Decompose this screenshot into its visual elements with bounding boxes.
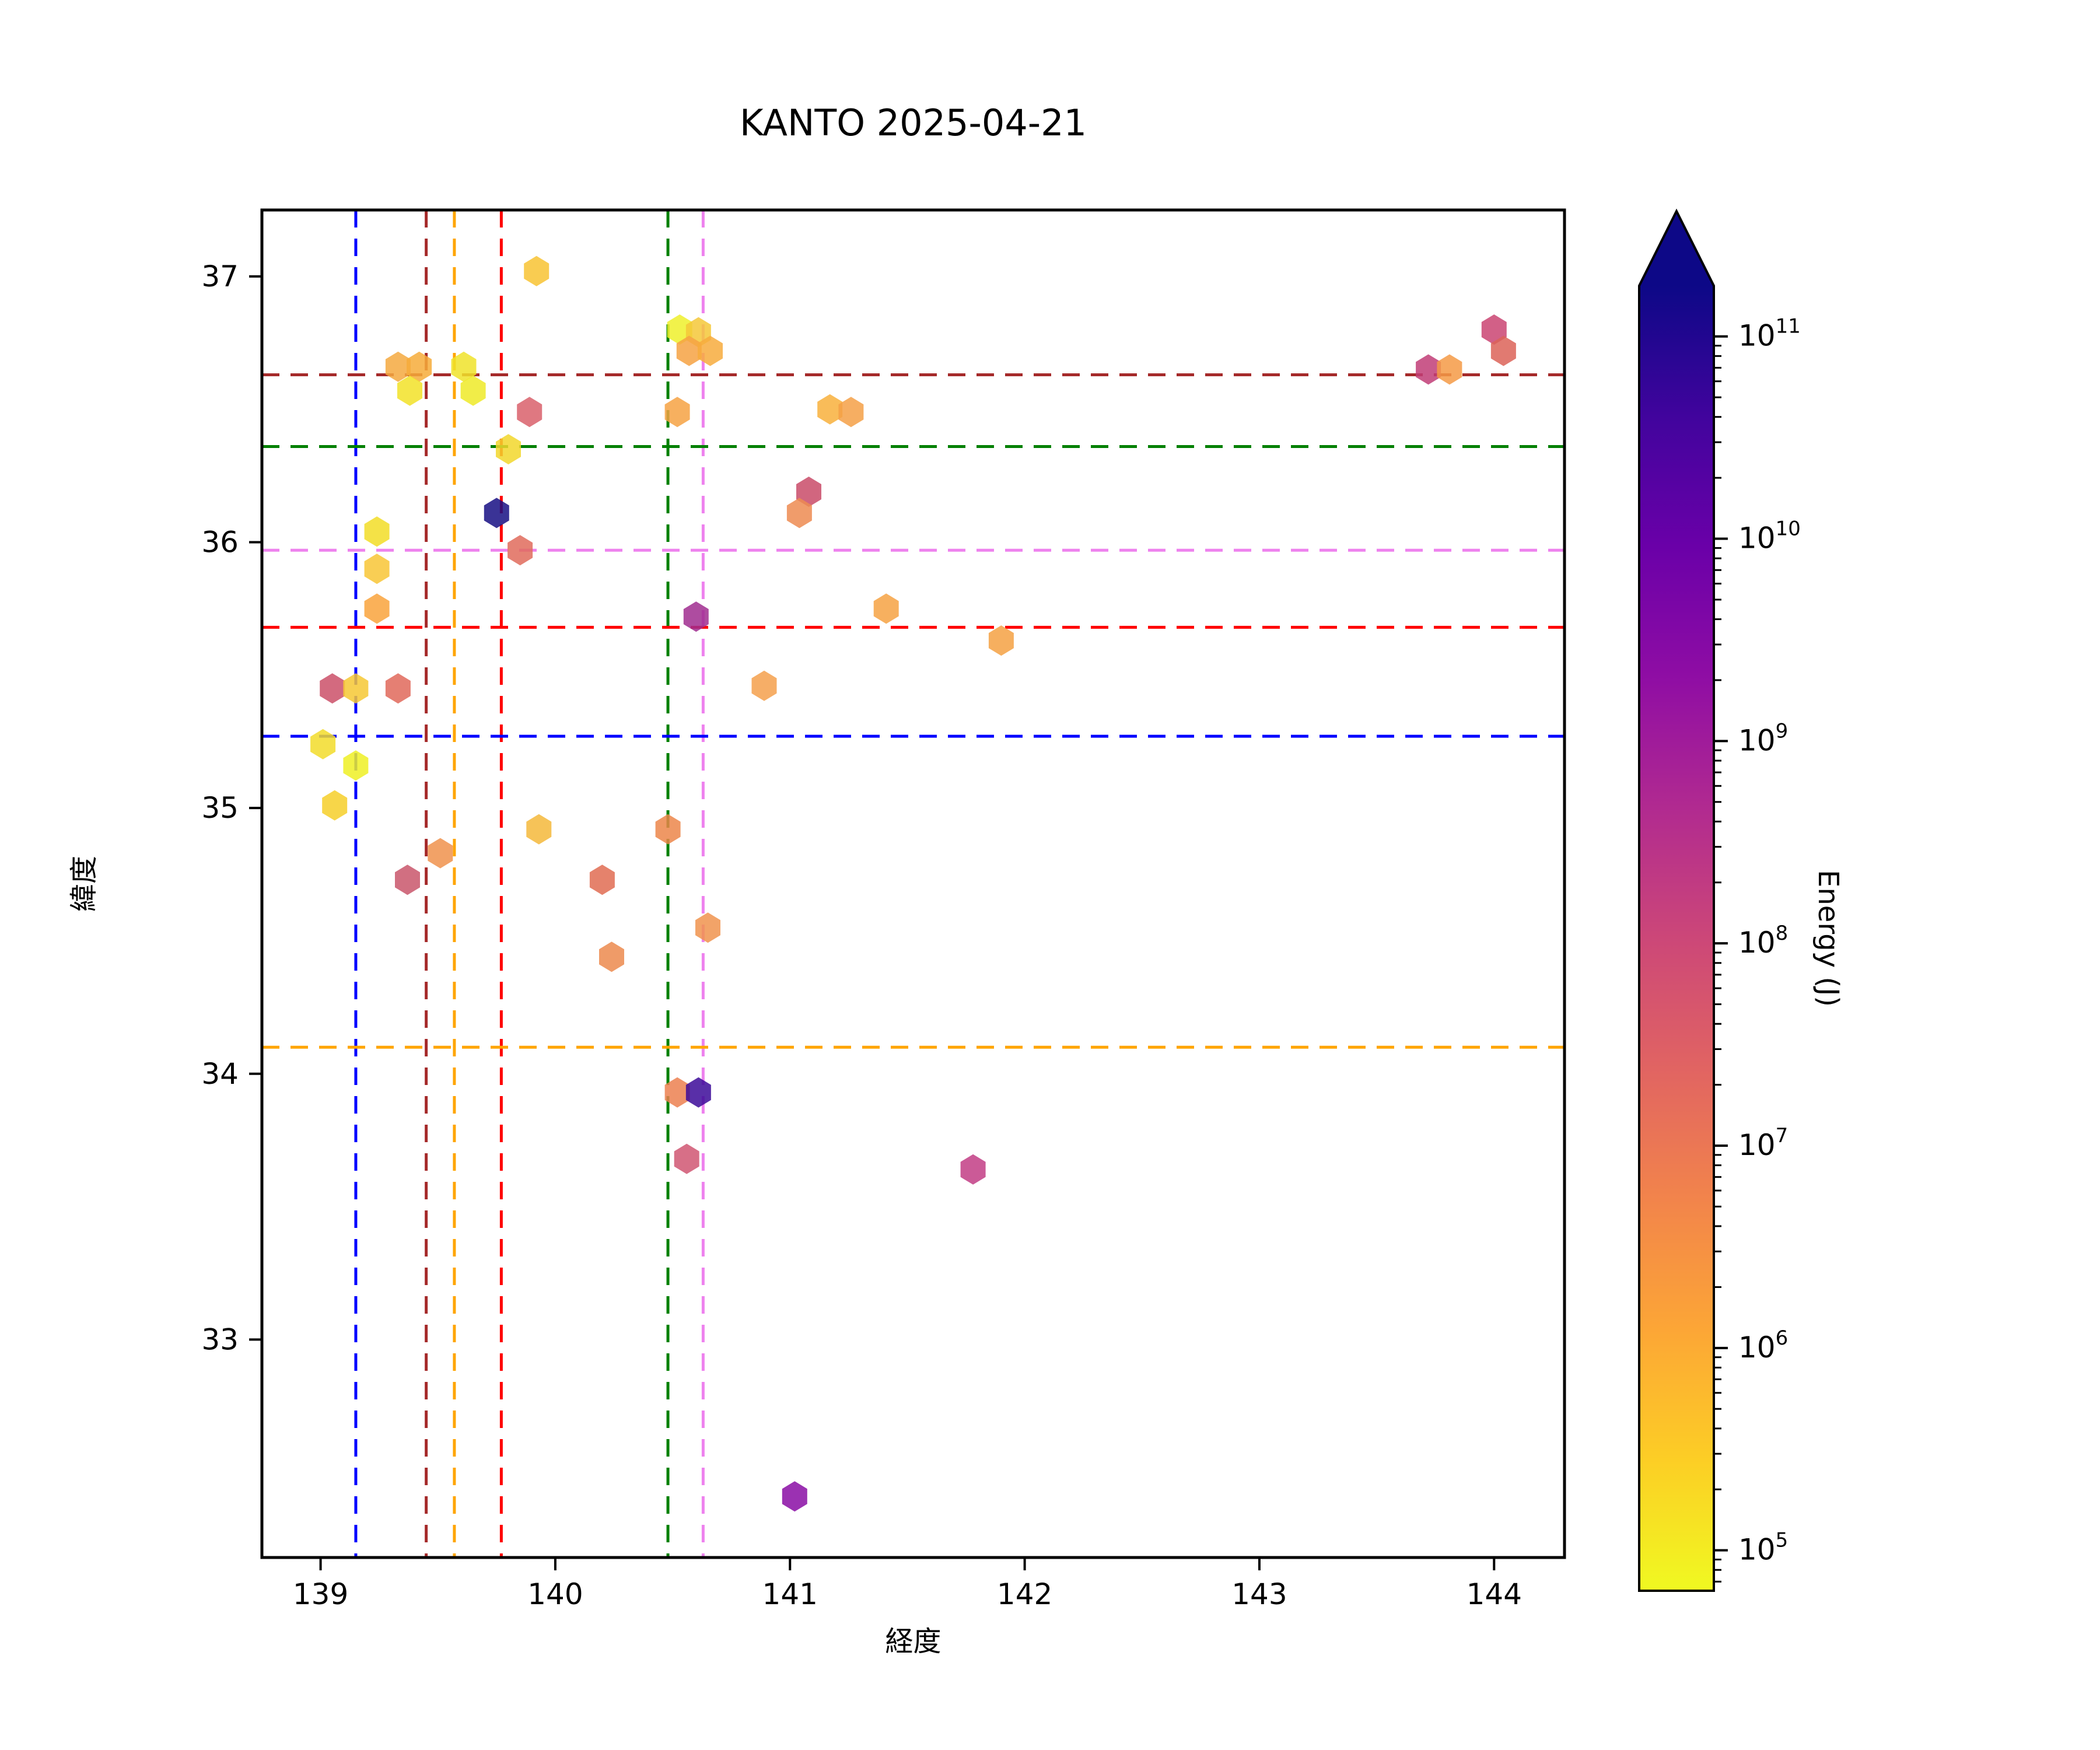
data-point-hexagon xyxy=(873,593,899,624)
x-tick-label: 143 xyxy=(1231,1577,1287,1611)
data-point-hexagon xyxy=(364,554,390,584)
x-tick-label: 139 xyxy=(293,1577,348,1611)
data-point-hexagon xyxy=(526,814,552,845)
data-point-hexagon xyxy=(385,351,411,382)
data-point-hexagon xyxy=(364,516,390,547)
x-tick-label: 140 xyxy=(527,1577,583,1611)
chart-title: KANTO 2025-04-21 xyxy=(740,102,1087,144)
data-point-hexagon xyxy=(320,673,345,704)
x-axis-label: 経度 xyxy=(885,1625,941,1658)
data-point-hexagon xyxy=(796,477,821,507)
data-point-hexagon xyxy=(599,942,624,972)
colorbar-extend-arrow xyxy=(1639,211,1714,286)
y-axis-label: 緯度 xyxy=(68,856,100,912)
colorbar: 1011 1010 109 108 107 106 105 Energy (J) xyxy=(1638,208,1845,1592)
data-point-hexagon xyxy=(664,1077,690,1108)
data-point-hexagon xyxy=(451,351,477,382)
data-point-hexagon xyxy=(695,912,720,943)
data-point-hexagon xyxy=(524,256,550,286)
data-point-hexagon xyxy=(395,864,420,895)
y-tick-label: 35 xyxy=(201,791,239,825)
data-point-hexagon xyxy=(322,790,348,821)
data-point-hexagon xyxy=(683,601,709,632)
colorbar-outline xyxy=(1638,208,1715,1592)
y-tick-label: 34 xyxy=(201,1057,239,1091)
colorbar-label: Energy (J) xyxy=(1812,870,1845,1007)
colorbar-tick-label: 107 xyxy=(1738,1124,1788,1162)
data-point-hexagon xyxy=(407,351,432,382)
data-point-hexagon xyxy=(676,335,702,366)
data-point-hexagon xyxy=(484,498,509,528)
data-point-hexagon xyxy=(343,750,369,781)
data-point-hexagon xyxy=(1437,354,1462,385)
data-point-hexagon xyxy=(674,1143,699,1174)
data-point-hexagon xyxy=(655,814,681,845)
colorbar-tick-label: 1010 xyxy=(1738,517,1801,555)
data-point-hexagon xyxy=(664,397,690,428)
data-point-hexagon xyxy=(1481,314,1507,345)
colorbar-tick-label: 106 xyxy=(1738,1326,1788,1364)
data-point-hexagon xyxy=(364,593,390,624)
data-point-hexagon xyxy=(751,670,777,701)
x-tick-label: 144 xyxy=(1466,1577,1522,1611)
reference-lines xyxy=(262,210,1564,1558)
data-point-hexagon xyxy=(428,838,453,869)
x-tick-label: 142 xyxy=(997,1577,1052,1611)
data-point-hexagon xyxy=(685,1077,711,1108)
data-point-hexagon xyxy=(782,1481,807,1512)
data-point-hexagon xyxy=(496,434,521,465)
data-point-hexagon xyxy=(838,397,864,428)
data-point-hexagon xyxy=(589,864,615,895)
colorbar-tick-label: 105 xyxy=(1738,1529,1788,1567)
x-tick-label: 141 xyxy=(762,1577,818,1611)
data-point-hexagon xyxy=(817,394,843,425)
plot-frame xyxy=(260,208,1566,1559)
data-point-hexagon xyxy=(385,673,411,704)
data-point-hexagon xyxy=(397,375,422,406)
data-point-hexagon xyxy=(1416,354,1441,385)
colorbar-tick-label: 108 xyxy=(1738,922,1788,960)
data-point-hexagon xyxy=(988,625,1014,656)
y-tick-label: 36 xyxy=(201,526,239,559)
data-points xyxy=(310,256,1516,1512)
data-point-hexagon xyxy=(508,535,533,566)
y-tick-label: 37 xyxy=(201,260,239,293)
y-tick-label: 33 xyxy=(201,1322,239,1356)
data-point-hexagon xyxy=(310,729,336,760)
data-point-hexagon xyxy=(1490,335,1516,366)
colorbar-gradient xyxy=(1639,286,1714,1591)
data-point-hexagon xyxy=(786,498,812,528)
data-point-hexagon xyxy=(460,375,486,406)
data-point-hexagon xyxy=(343,673,369,704)
data-point-hexagon xyxy=(698,335,723,366)
colorbar-tick-label: 109 xyxy=(1738,719,1788,757)
colorbar-tick-label: 1011 xyxy=(1738,315,1801,353)
data-point-hexagon xyxy=(517,397,542,428)
data-point-hexagon xyxy=(960,1154,986,1185)
